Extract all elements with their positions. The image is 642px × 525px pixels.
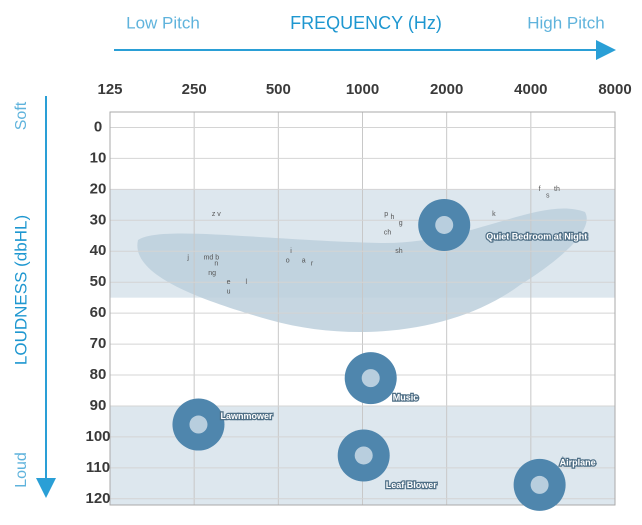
- x-title: FREQUENCY (Hz): [290, 13, 442, 33]
- phoneme: ch: [384, 230, 392, 237]
- phoneme: z v: [212, 211, 221, 218]
- sound-icon-center: [435, 215, 454, 234]
- phoneme: k: [492, 211, 496, 218]
- low-pitch: Low Pitch: [126, 13, 200, 32]
- phoneme: l: [245, 279, 247, 286]
- x-tick-label: 4000: [514, 81, 547, 98]
- y-tick-label: 60: [90, 304, 107, 321]
- y-tick-label: 100: [85, 428, 110, 445]
- y-tick-label: 30: [90, 211, 107, 228]
- sound-icon-center: [530, 475, 549, 494]
- phoneme: g: [399, 220, 403, 227]
- phoneme: h: [391, 214, 395, 221]
- phoneme: ng: [208, 270, 216, 277]
- y-title: LOUDNESS (dbHL): [11, 215, 30, 365]
- sound-label: Quiet Bedroom at Night: [486, 231, 587, 241]
- y-tick-label: 50: [90, 273, 107, 290]
- phoneme: s: [546, 192, 550, 199]
- x-tick-label: 8000: [598, 81, 631, 98]
- y-tick-label: 90: [90, 397, 107, 414]
- phoneme: th: [554, 186, 560, 193]
- phoneme: md b: [204, 254, 220, 261]
- plot-frame: [109, 111, 616, 506]
- phoneme: e: [227, 279, 231, 286]
- x-tick-label: 250: [182, 81, 207, 98]
- loud: Loud: [13, 452, 30, 488]
- sound-label: Music: [393, 393, 419, 403]
- phoneme: n: [214, 260, 218, 267]
- sound-label: Leaf Blower: [386, 480, 438, 490]
- phoneme: f: [539, 186, 541, 193]
- x-tick-label: 2000: [430, 81, 463, 98]
- y-tick-label: 40: [90, 242, 107, 259]
- y-tick-label: 70: [90, 335, 107, 352]
- sound-icon-center: [354, 446, 373, 465]
- y-tick-label: 20: [90, 180, 107, 197]
- x-tick-label: 1000: [346, 81, 379, 98]
- sound-label: Lawnmower: [220, 411, 273, 421]
- phoneme: r: [311, 260, 314, 267]
- phoneme: j: [186, 254, 189, 261]
- phoneme: p: [384, 211, 388, 218]
- phoneme: o: [286, 257, 290, 264]
- sound-label: Airplane: [560, 457, 596, 467]
- x-tick-label: 125: [97, 81, 122, 98]
- y-tick-label: 10: [90, 149, 107, 166]
- phoneme: u: [227, 288, 231, 295]
- y-tick-label: 110: [86, 459, 110, 476]
- sound-icon-center: [189, 415, 208, 434]
- phoneme: sh: [395, 248, 403, 255]
- x-tick-label: 500: [266, 81, 291, 98]
- high-pitch: High Pitch: [527, 13, 604, 32]
- phoneme: a: [302, 257, 306, 264]
- y-tick-label: 0: [94, 118, 102, 135]
- phoneme: i: [290, 248, 292, 255]
- y-tick-label: 120: [85, 490, 110, 507]
- sound-icon-center: [361, 369, 380, 388]
- soft: Soft: [13, 101, 30, 130]
- y-tick-label: 80: [90, 366, 107, 383]
